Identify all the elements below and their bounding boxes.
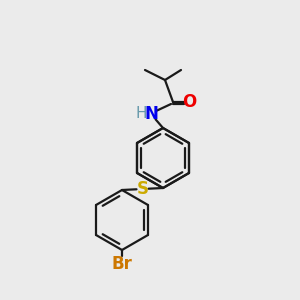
Text: S: S: [136, 180, 148, 198]
Text: Br: Br: [112, 255, 132, 273]
Text: N: N: [144, 105, 158, 123]
Text: H: H: [135, 106, 147, 122]
Text: O: O: [182, 93, 196, 111]
